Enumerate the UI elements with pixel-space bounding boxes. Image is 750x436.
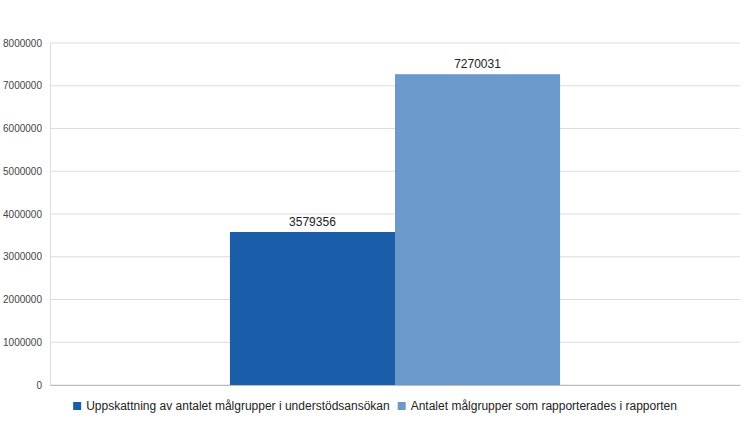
- y-tick: 1000000: [3, 337, 50, 348]
- data-labels: 3579356 7270031: [289, 57, 501, 229]
- bar: [395, 74, 560, 385]
- y-tick-label: 0: [36, 380, 42, 391]
- grid: [50, 43, 740, 385]
- y-tick: 4000000: [3, 209, 50, 220]
- y-tick: 0: [36, 380, 50, 391]
- y-tick: 8000000: [3, 38, 50, 49]
- y-tick-label: 8000000: [3, 38, 42, 49]
- bar: [230, 232, 395, 385]
- data-label: 7270031: [454, 57, 501, 71]
- y-tick-label: 3000000: [3, 251, 42, 262]
- grid-line: [50, 43, 740, 44]
- y-tick: 2000000: [3, 294, 50, 305]
- y-tick: 6000000: [3, 123, 50, 134]
- y-tick-label: 2000000: [3, 294, 42, 305]
- y-axis-line: [50, 44, 51, 386]
- y-tick-label: 6000000: [3, 123, 42, 134]
- y-tick: 7000000: [3, 80, 50, 91]
- chart: 0 1000000 2000000 3000000 4000000 5000000 6000…: [0, 0, 750, 436]
- legend-label: Antalet målgrupper som rapporterades i r…: [411, 399, 677, 413]
- y-tick-label: 5000000: [3, 166, 42, 177]
- y-tick-label: 4000000: [3, 209, 42, 220]
- legend-item: Uppskattning av antalet målgrupper i und…: [73, 399, 390, 413]
- legend-label: Uppskattning av antalet målgrupper i und…: [86, 399, 390, 413]
- y-tick: 3000000: [3, 251, 50, 262]
- legend: Uppskattning av antalet målgrupper i und…: [73, 399, 677, 413]
- legend-swatch: [73, 402, 81, 410]
- y-tick-label: 7000000: [3, 80, 42, 91]
- legend-item: Antalet målgrupper som rapporterades i r…: [398, 399, 677, 413]
- y-tick-label: 1000000: [3, 337, 42, 348]
- legend-swatch: [398, 402, 406, 410]
- bars: [230, 74, 560, 385]
- data-label: 3579356: [289, 215, 336, 229]
- y-tick: 5000000: [3, 166, 50, 177]
- y-axis: 0 1000000 2000000 3000000 4000000 5000000 6000…: [3, 38, 50, 391]
- x-axis-line: [51, 385, 741, 386]
